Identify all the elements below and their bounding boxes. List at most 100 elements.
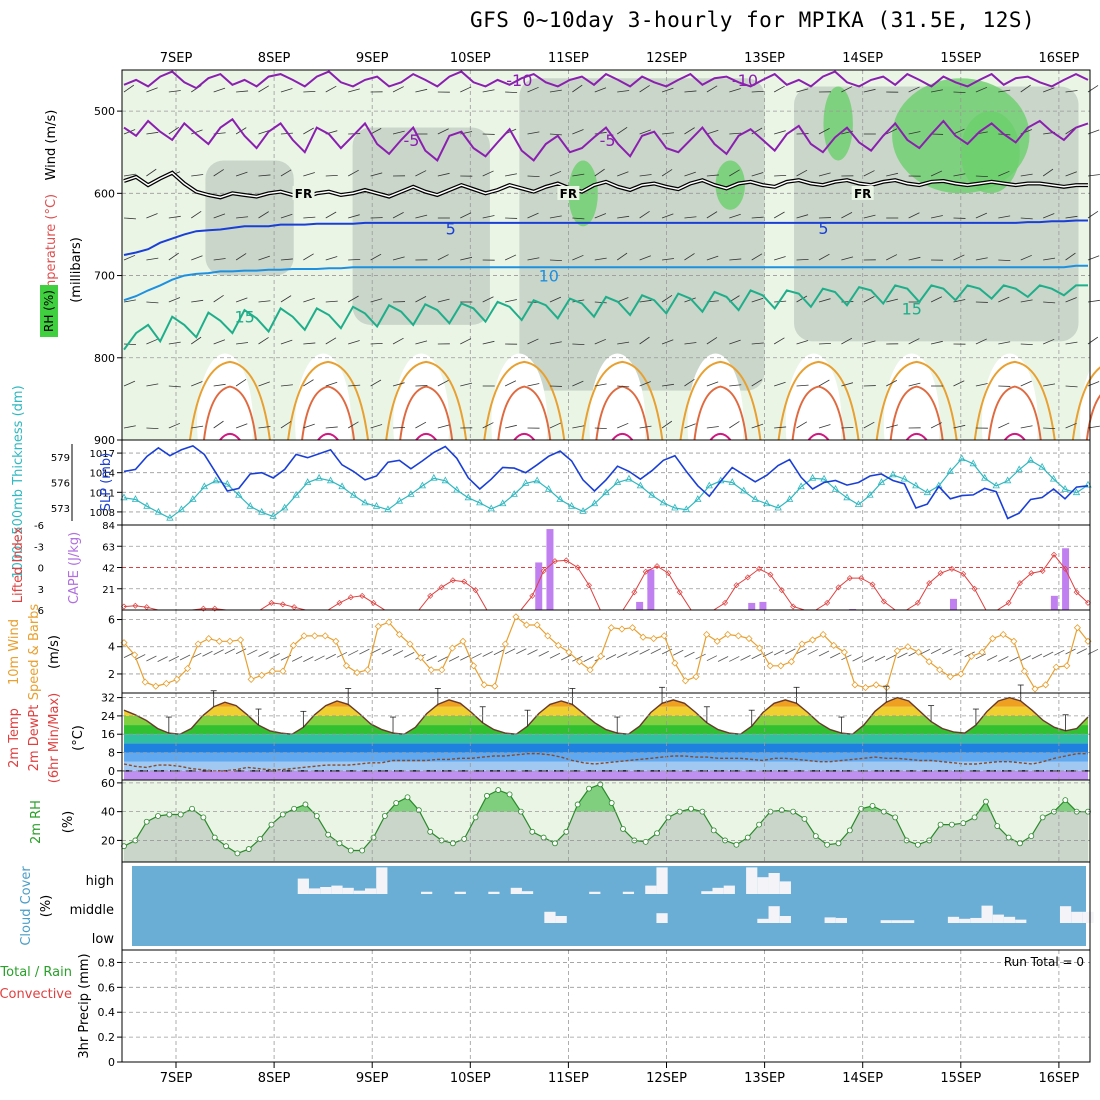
wind-speed-marker [1020,667,1029,675]
wind-barb [392,86,404,93]
rh-marker [404,794,411,801]
rh-marker [381,813,388,819]
wind-barb [437,172,450,177]
thickness-marker [453,485,461,493]
thickness-marker [877,478,886,485]
wind-speed-line [123,615,1089,690]
wind-barb [684,253,695,261]
thickness-marker [269,512,277,519]
wind-barb [773,337,785,345]
wind-speed-marker [798,640,806,648]
wind-barb [123,343,137,346]
lifted-index-marker [529,592,536,599]
surface-wind-barb [404,651,415,658]
wind-barb [146,87,158,93]
surface-wind-barb [426,655,437,662]
wind-barb [886,298,898,303]
wind-barb [460,86,472,93]
wind-speed-marker [385,618,393,626]
wind-barb [236,216,249,219]
wind-frame [121,609,1091,694]
rh-band [519,78,765,391]
thickness-marker [177,505,186,513]
wind-barb [235,423,248,429]
lifted-index-marker [937,570,944,577]
high-cloud-bar [757,877,769,894]
rh-marker [937,821,944,828]
middle-cloud-bar [656,913,668,923]
wind-speed-marker [883,683,891,692]
wind-barb [1020,380,1032,387]
precip-legend-convective: Convective [0,987,72,1002]
rh-marker [1028,833,1035,840]
lifted-index-marker [756,565,763,572]
cloud-level-label: low [92,932,115,947]
wind-barb [975,175,988,178]
rh-band [205,160,294,276]
lifted-index-marker [200,605,207,612]
wind-barb [639,174,652,177]
rh-marker [801,815,808,822]
temp-contour-30 [415,432,437,441]
wind-speed-marker [141,678,149,686]
temp-label-unit: (°C) [71,725,86,751]
wind-speed-marker [681,677,690,685]
temp-contour-25 [791,385,846,441]
wind-barb [527,86,539,93]
temp-contour-25 [497,385,552,441]
surface-wind-barb [605,654,617,660]
slp-thickness-panel: 1008 1011 1014 1017 573 576 579 1000~500mb Thic… [11,385,1092,579]
wind-barb [303,172,315,177]
wind-barb [258,426,271,429]
wind-barb [303,127,314,135]
temp-contour-20 [385,360,468,441]
thickness-marker [774,503,782,511]
wind-barb [796,384,809,387]
wind-barb [818,342,831,345]
thickness-marker [166,513,174,521]
wind-barb [235,297,248,303]
lifted-index-marker [1050,551,1057,558]
thickness-marker [751,495,759,502]
wind-speed-marker [565,648,573,656]
wind-barb [729,384,742,387]
high-cloud-bar [768,873,780,894]
surface-wind-barb [258,651,269,657]
wind-barb [572,380,584,387]
lifted-index-marker [359,592,366,599]
high-cloud-bar [622,891,635,894]
surface-wind-barb [796,648,807,655]
wind-speed-marker [787,658,795,666]
rh2m-label: 2m RH [29,800,44,844]
wind-barb [213,213,226,219]
wind-barb [639,425,652,429]
wind-barb [123,84,135,93]
high-cloud-bar [365,888,377,894]
high-cloud-bar [331,885,343,894]
cape-label: CAPE (J/kg) [67,532,82,604]
surface-wind-barb [549,652,561,659]
wind-barb [347,169,359,177]
surface-wind-barb [179,654,191,661]
wind-speed-marker [1073,624,1081,632]
thickness-marker [648,490,656,498]
wind-barb [774,256,786,261]
surface-wind-barb [729,656,740,662]
rh-legend-swatch [40,285,58,337]
temp-contour--5 [123,117,1089,162]
rh-2m-panel: 20 40 60 2m RH (%) [29,777,1091,863]
rh-marker [336,840,343,847]
lifted-index-marker [1016,580,1023,587]
wind-speed-marker [756,644,764,652]
thickness-marker [671,503,679,511]
wind-barb [1065,385,1078,388]
fr-label-bg [557,185,580,200]
wind-barb [280,88,293,93]
rh-dry-zone [883,353,940,494]
wind-speed-marker [575,658,584,666]
wind-speed-marker [279,667,287,675]
lifted-index-marker [665,570,672,577]
rh-marker [812,833,819,840]
lifted-index-marker [880,598,887,605]
wind-barb [1043,213,1055,219]
